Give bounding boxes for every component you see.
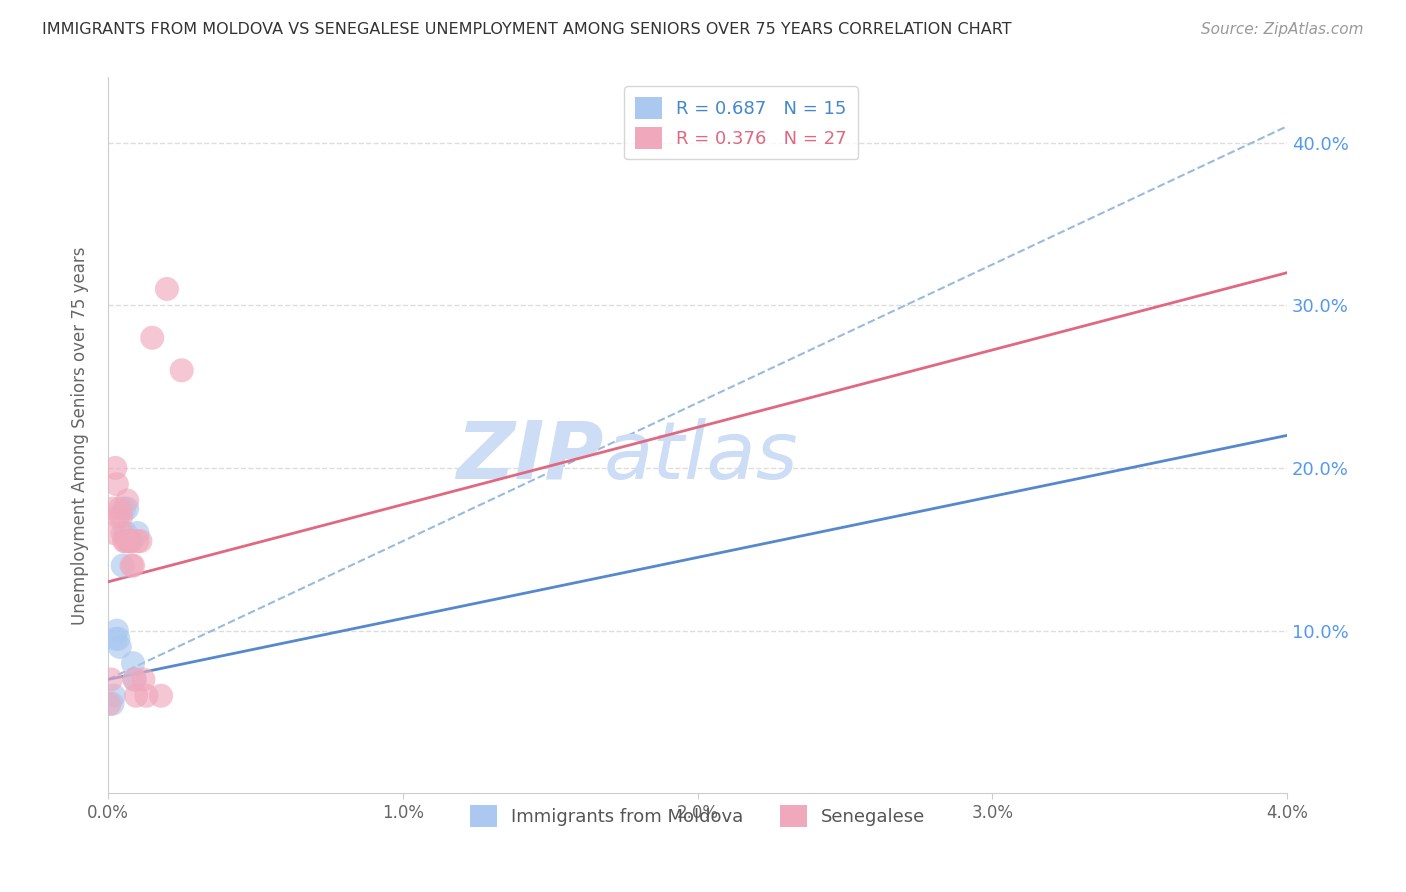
Point xyxy=(120,534,142,549)
Point xyxy=(103,526,125,541)
Point xyxy=(135,689,157,703)
Point xyxy=(98,697,121,711)
Point xyxy=(111,526,134,541)
Point xyxy=(129,534,152,549)
Point xyxy=(107,632,129,646)
Point xyxy=(112,501,135,516)
Point xyxy=(127,526,149,541)
Point xyxy=(105,477,128,491)
Point xyxy=(101,697,124,711)
Text: atlas: atlas xyxy=(603,417,799,496)
Text: ZIP: ZIP xyxy=(456,417,603,496)
Point xyxy=(115,501,138,516)
Point xyxy=(110,509,132,524)
Point xyxy=(101,501,124,516)
Point xyxy=(125,689,148,703)
Point xyxy=(115,493,138,508)
Point xyxy=(114,534,136,549)
Point xyxy=(108,501,131,516)
Point xyxy=(132,673,155,687)
Point xyxy=(127,534,149,549)
Point xyxy=(111,558,134,573)
Point xyxy=(124,673,146,687)
Text: Source: ZipAtlas.com: Source: ZipAtlas.com xyxy=(1201,22,1364,37)
Point xyxy=(122,558,145,573)
Point xyxy=(108,640,131,654)
Legend: Immigrants from Moldova, Senegalese: Immigrants from Moldova, Senegalese xyxy=(463,798,932,834)
Point xyxy=(107,509,129,524)
Point xyxy=(117,534,139,549)
Point xyxy=(156,282,179,296)
Point xyxy=(122,656,145,670)
Point xyxy=(150,689,173,703)
Point xyxy=(117,534,139,549)
Point xyxy=(121,534,143,549)
Y-axis label: Unemployment Among Seniors over 75 years: Unemployment Among Seniors over 75 years xyxy=(72,246,89,624)
Text: IMMIGRANTS FROM MOLDOVA VS SENEGALESE UNEMPLOYMENT AMONG SENIORS OVER 75 YEARS C: IMMIGRANTS FROM MOLDOVA VS SENEGALESE UN… xyxy=(42,22,1012,37)
Point xyxy=(121,558,143,573)
Point xyxy=(105,624,128,638)
Point xyxy=(104,461,127,475)
Point xyxy=(114,526,136,541)
Point xyxy=(103,689,125,703)
Point xyxy=(141,331,163,345)
Point xyxy=(124,673,146,687)
Point xyxy=(112,534,135,549)
Point xyxy=(100,673,122,687)
Point xyxy=(104,632,127,646)
Point xyxy=(170,363,193,377)
